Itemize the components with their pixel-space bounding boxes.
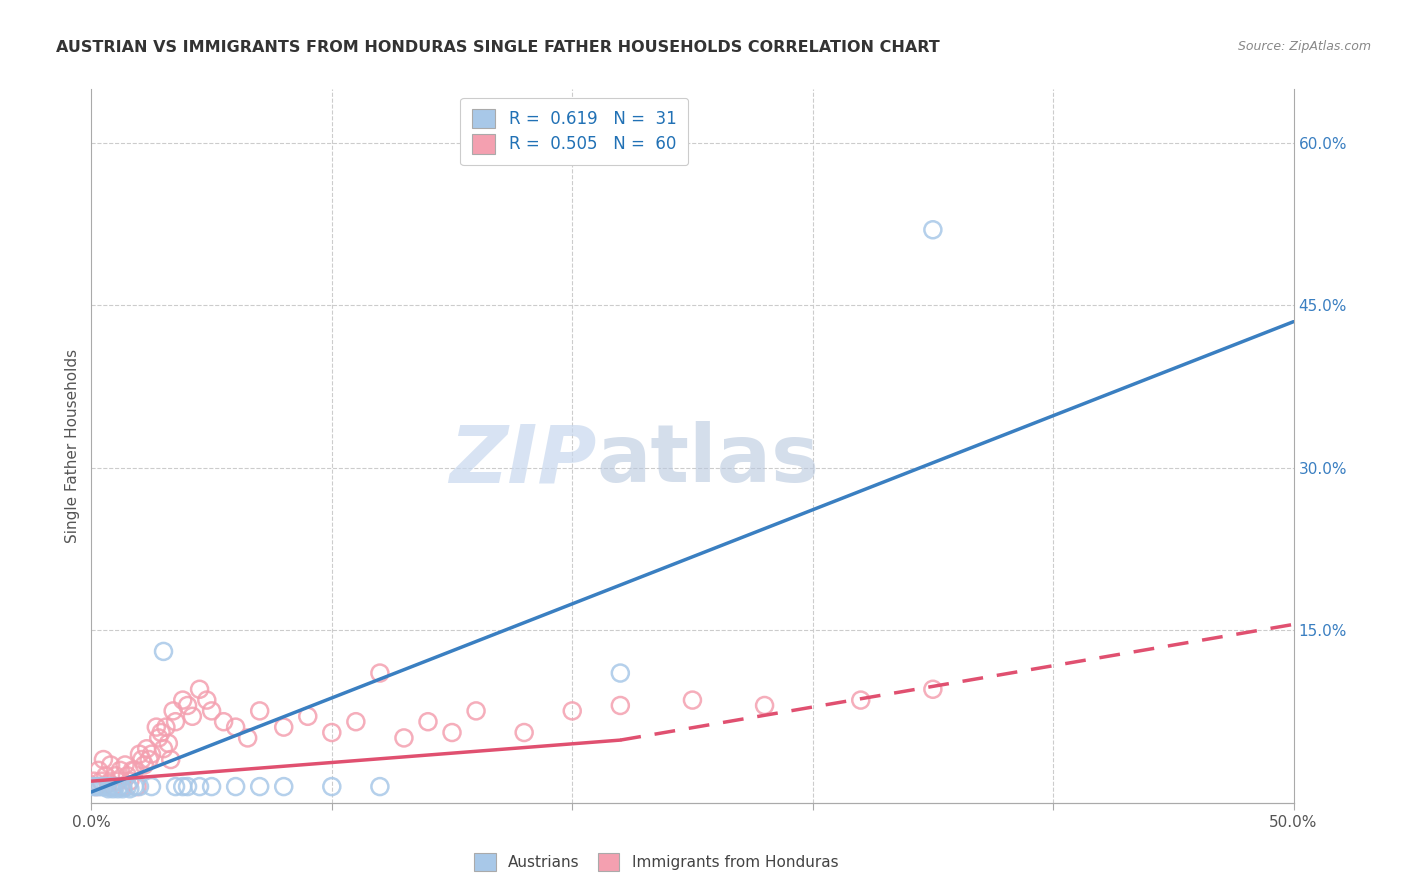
- Point: [118, 781, 141, 796]
- Point: [84, 780, 107, 794]
- Point: [93, 753, 115, 767]
- Point: [141, 780, 163, 794]
- Point: [440, 725, 463, 739]
- Point: [681, 693, 703, 707]
- Point: [87, 780, 110, 794]
- Point: [104, 780, 127, 794]
- Point: [344, 714, 367, 729]
- Point: [201, 704, 224, 718]
- Point: [754, 698, 776, 713]
- Point: [150, 725, 173, 739]
- Point: [922, 223, 945, 237]
- Point: [225, 720, 247, 734]
- Point: [101, 781, 124, 796]
- Point: [100, 758, 122, 772]
- Point: [273, 780, 295, 794]
- Point: [90, 780, 112, 794]
- Point: [101, 780, 124, 794]
- Point: [145, 720, 167, 734]
- Point: [465, 704, 488, 718]
- Point: [157, 736, 180, 750]
- Point: [83, 780, 105, 794]
- Point: [416, 714, 439, 729]
- Point: [87, 764, 110, 778]
- Point: [513, 725, 536, 739]
- Point: [111, 781, 134, 796]
- Point: [100, 780, 122, 794]
- Point: [249, 780, 271, 794]
- Point: [201, 780, 224, 794]
- Point: [118, 774, 141, 789]
- Point: [134, 758, 156, 772]
- Point: [297, 709, 319, 723]
- Y-axis label: Single Father Households: Single Father Households: [65, 349, 80, 543]
- Point: [124, 764, 146, 778]
- Point: [111, 780, 134, 794]
- Point: [155, 720, 177, 734]
- Point: [138, 753, 160, 767]
- Point: [121, 764, 143, 778]
- Point: [172, 693, 194, 707]
- Point: [225, 780, 247, 794]
- Text: Source: ZipAtlas.com: Source: ZipAtlas.com: [1237, 40, 1371, 54]
- Point: [609, 698, 631, 713]
- Point: [83, 774, 105, 789]
- Point: [561, 704, 583, 718]
- Point: [110, 764, 132, 778]
- Point: [176, 780, 198, 794]
- Point: [368, 666, 391, 681]
- Text: ZIP: ZIP: [449, 421, 596, 500]
- Point: [110, 780, 132, 794]
- Point: [176, 698, 198, 713]
- Point: [125, 780, 148, 794]
- Point: [141, 747, 163, 761]
- Point: [188, 682, 211, 697]
- Point: [94, 769, 117, 783]
- Point: [107, 781, 129, 796]
- Point: [152, 741, 174, 756]
- Point: [195, 693, 218, 707]
- Point: [165, 714, 187, 729]
- Point: [128, 747, 150, 761]
- Point: [321, 725, 343, 739]
- Point: [117, 769, 139, 783]
- Point: [392, 731, 415, 745]
- Point: [114, 758, 136, 772]
- Point: [90, 774, 112, 789]
- Point: [249, 704, 271, 718]
- Point: [368, 780, 391, 794]
- Point: [148, 731, 170, 745]
- Point: [152, 644, 174, 658]
- Text: AUSTRIAN VS IMMIGRANTS FROM HONDURAS SINGLE FATHER HOUSEHOLDS CORRELATION CHART: AUSTRIAN VS IMMIGRANTS FROM HONDURAS SIN…: [56, 40, 941, 55]
- Point: [849, 693, 872, 707]
- Point: [922, 682, 945, 697]
- Point: [162, 704, 184, 718]
- Point: [117, 780, 139, 794]
- Point: [107, 774, 129, 789]
- Point: [94, 780, 117, 794]
- Point: [135, 741, 157, 756]
- Point: [236, 731, 259, 745]
- Point: [273, 720, 295, 734]
- Point: [172, 780, 194, 794]
- Point: [131, 753, 153, 767]
- Point: [84, 780, 107, 794]
- Point: [188, 780, 211, 794]
- Point: [128, 780, 150, 794]
- Point: [609, 666, 631, 681]
- Point: [97, 781, 120, 796]
- Point: [165, 780, 187, 794]
- Point: [321, 780, 343, 794]
- Text: atlas: atlas: [596, 421, 820, 500]
- Point: [104, 769, 127, 783]
- Point: [93, 780, 115, 794]
- Legend: Austrians, Immigrants from Honduras: Austrians, Immigrants from Honduras: [468, 847, 845, 877]
- Point: [159, 753, 181, 767]
- Point: [97, 776, 120, 790]
- Point: [181, 709, 204, 723]
- Point: [212, 714, 235, 729]
- Point: [124, 780, 146, 794]
